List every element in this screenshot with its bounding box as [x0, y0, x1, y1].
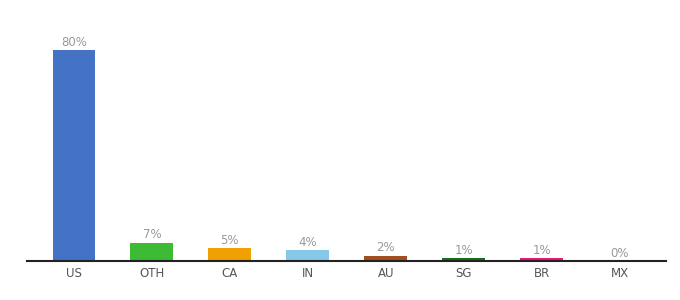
Text: 2%: 2%: [377, 242, 395, 254]
Text: 5%: 5%: [220, 233, 239, 247]
Text: 1%: 1%: [454, 244, 473, 257]
Text: 4%: 4%: [299, 236, 317, 249]
Bar: [286, 250, 329, 261]
Bar: [442, 258, 485, 261]
Bar: [209, 248, 252, 261]
Bar: [52, 50, 95, 261]
Text: 1%: 1%: [532, 244, 551, 257]
Text: 7%: 7%: [143, 228, 161, 241]
Bar: [364, 256, 407, 261]
Text: 0%: 0%: [611, 247, 629, 260]
Bar: [131, 243, 173, 261]
Text: 80%: 80%: [61, 36, 87, 49]
Bar: [520, 258, 563, 261]
